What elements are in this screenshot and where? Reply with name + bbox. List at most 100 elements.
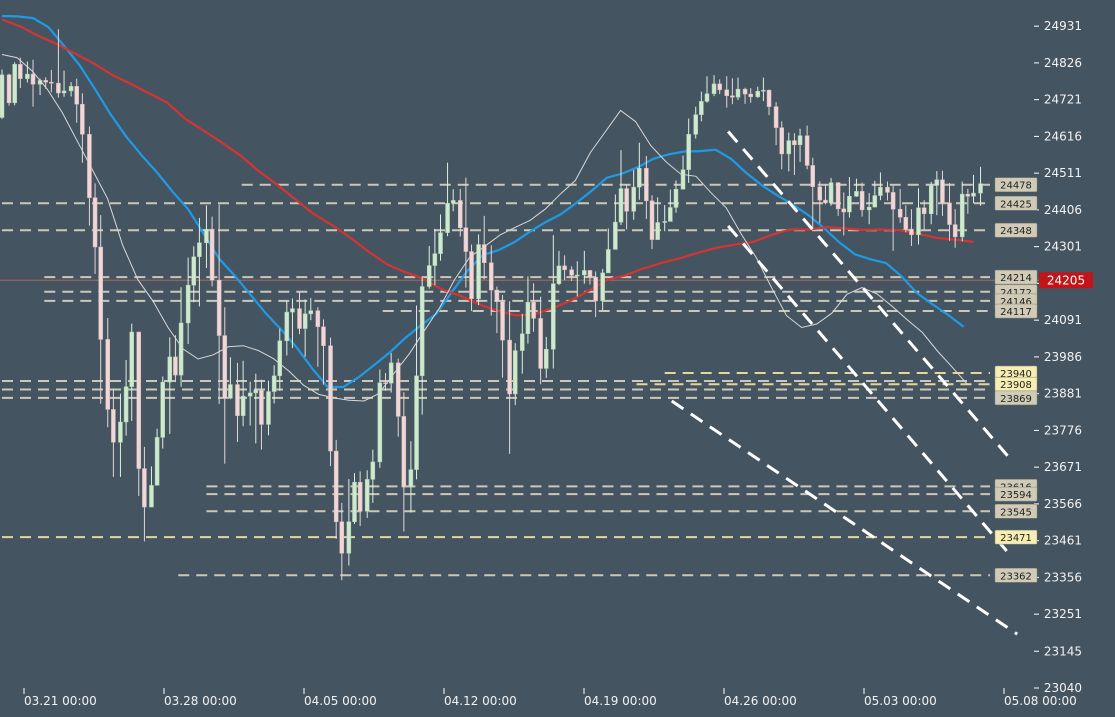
candle-body (730, 95, 735, 98)
candle (458, 188, 463, 237)
candle (222, 307, 228, 464)
candle (129, 323, 134, 421)
candle (92, 183, 98, 274)
candle-body (185, 284, 191, 324)
candle-body (92, 197, 98, 248)
x-tick-label: 03.28 00:00 (164, 694, 237, 708)
candle-body (569, 269, 574, 276)
candle-body (308, 310, 314, 315)
y-tick-label: 23776 (1044, 423, 1082, 437)
candle (271, 365, 277, 404)
y-tick-label: 23461 (1044, 534, 1082, 548)
candle-body (352, 481, 357, 523)
candle (755, 86, 761, 98)
candle-body (216, 280, 222, 336)
x-tick-label: 04.26 00:00 (724, 694, 797, 708)
candle-body (704, 93, 710, 102)
candle-body (928, 185, 934, 214)
candle-body (297, 308, 302, 329)
candle (438, 214, 443, 261)
candle-body (357, 481, 363, 512)
candle-body (49, 81, 54, 84)
candle-body (458, 200, 463, 228)
candle (352, 473, 357, 524)
level-tag-label: 23869 (1000, 394, 1032, 405)
candle-body (817, 186, 823, 201)
candle (668, 189, 673, 222)
candle-body (952, 224, 958, 238)
candle (903, 205, 909, 233)
candle (761, 77, 766, 102)
candle-body (277, 340, 283, 377)
candle-body (890, 192, 896, 210)
candle (742, 87, 748, 104)
candle (556, 250, 562, 286)
candle-body (507, 339, 512, 395)
x-tick-label: 05.08 00:00 (1004, 694, 1077, 708)
support-resistance-levels (0, 183, 1040, 577)
candle-body (810, 165, 815, 188)
candle (613, 194, 618, 250)
candle (624, 184, 629, 230)
candle (49, 69, 54, 93)
candle (600, 269, 605, 310)
candle-body (383, 382, 388, 385)
x-tick-label: 03.21 00:00 (24, 694, 97, 708)
y-tick-label: 23671 (1044, 460, 1082, 474)
level-tag-label: 24117 (1000, 307, 1032, 318)
candle-body (525, 302, 531, 335)
x-tick-label: 04.05 00:00 (304, 694, 377, 708)
candle-body (618, 188, 624, 223)
candle (693, 106, 698, 139)
candle-body (940, 179, 945, 204)
candle-body (965, 193, 971, 197)
y-tick-label: 24931 (1044, 19, 1082, 33)
candle-body (395, 362, 401, 417)
candle-body (37, 80, 43, 85)
candle (680, 155, 686, 190)
candle (551, 235, 556, 369)
trend-line (727, 130, 1012, 460)
candle (18, 57, 23, 89)
candle (191, 246, 197, 303)
candle-body (878, 186, 883, 196)
candle (432, 228, 438, 286)
candle (388, 353, 394, 393)
candle (817, 181, 823, 224)
candle (878, 172, 883, 201)
candle-body (142, 468, 147, 508)
candle-body (693, 114, 698, 135)
candle (971, 174, 976, 204)
candle (538, 296, 543, 385)
candle-body (18, 64, 23, 79)
candle (43, 77, 48, 89)
level-tag: 23594 (994, 486, 1038, 502)
level-tag: 24214 (994, 269, 1038, 285)
candle-body (408, 469, 414, 488)
candle-body (828, 182, 834, 204)
candle-body (847, 196, 852, 213)
current-price-box (1039, 272, 1093, 289)
candle (512, 343, 518, 406)
candle (377, 369, 383, 468)
candle-body (98, 246, 103, 340)
level-tag-label: 23908 (1000, 380, 1032, 391)
candle-body (500, 301, 505, 341)
candle (178, 287, 184, 387)
candle-body (80, 103, 85, 135)
candle-body (742, 88, 748, 95)
candle-body (43, 80, 48, 83)
level-tag: 24348 (994, 222, 1038, 238)
candle (489, 245, 494, 316)
candle (253, 373, 259, 444)
candle-body (766, 89, 772, 107)
candle (662, 205, 667, 232)
candle-body (12, 64, 17, 104)
candle (346, 479, 352, 566)
candle-body (761, 89, 766, 92)
candle (686, 118, 691, 183)
candle-body (792, 140, 797, 146)
candle-body (105, 339, 110, 410)
